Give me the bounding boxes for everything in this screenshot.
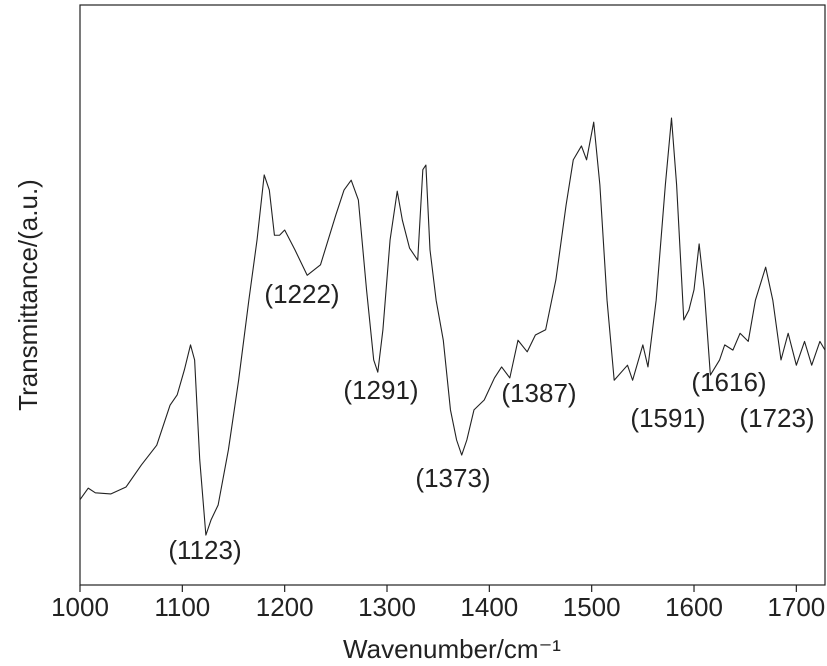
x-tick-label: 1000 xyxy=(51,592,109,622)
y-axis-label: Transmittance/(a.u.) xyxy=(13,179,43,411)
peak-annotation: (1222) xyxy=(264,279,339,309)
peak-annotation: (1123) xyxy=(168,535,241,565)
x-tick-label: 1600 xyxy=(665,592,723,622)
peak-annotation: (1591) xyxy=(630,403,705,433)
x-tick-label: 1200 xyxy=(256,592,314,622)
peak-annotation: (1616) xyxy=(691,367,766,397)
peak-annotation: (1387) xyxy=(501,378,576,408)
x-tick-label: 1500 xyxy=(563,592,621,622)
x-axis-label: Wavenumber/cm⁻¹ xyxy=(343,634,561,664)
x-tick-label: 1700 xyxy=(767,592,825,622)
peak-annotation: (1291) xyxy=(343,375,418,405)
spectrum-line xyxy=(79,117,826,536)
peak-annotation: (1373) xyxy=(415,463,490,493)
x-tick-label: 1300 xyxy=(358,592,416,622)
x-tick-label: 1100 xyxy=(154,592,210,622)
x-tick-label: 1400 xyxy=(460,592,518,622)
peak-annotation: (1723) xyxy=(739,403,814,433)
plot-frame xyxy=(79,4,826,586)
